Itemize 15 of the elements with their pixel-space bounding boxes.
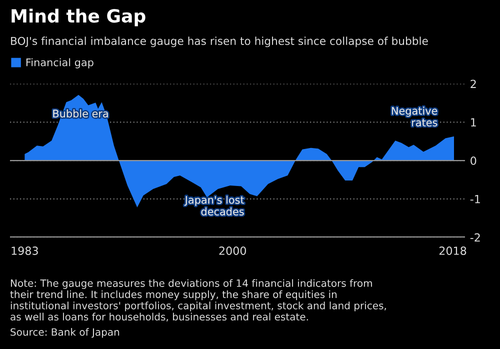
y-tick-label: -1 — [470, 195, 480, 204]
x-tick-label: 1983 — [12, 246, 38, 255]
y-tick-label: 0 — [470, 156, 476, 165]
annotation: Negative rates — [392, 106, 438, 126]
text: Note: The gauge measures the deviations of 14 financial indicators from their trend line. It includes money supply, the share of equities in institutional investors' portfolios, capital investment, stock and land prices, as well as loans for households, businesses and real estate. — [10, 279, 386, 322]
y-tick-label: -2 — [470, 233, 480, 242]
y-tick-label: 2 — [470, 80, 476, 88]
x-tick-label: 2000 — [219, 246, 246, 255]
chart-subtitle: BOJ's financial imbalance gauge has risen to highest since collapse of bubble — [11, 36, 428, 48]
annotation: Japan's lost decades — [184, 196, 244, 216]
source-note: Source: Bank of Japan — [10, 328, 120, 338]
y-tick-label: 1 — [471, 118, 476, 126]
legend-label: Financial gap — [26, 58, 94, 68]
x-tick-label: 2018 — [439, 246, 466, 255]
chart-title: Mind the Gap — [12, 8, 146, 26]
